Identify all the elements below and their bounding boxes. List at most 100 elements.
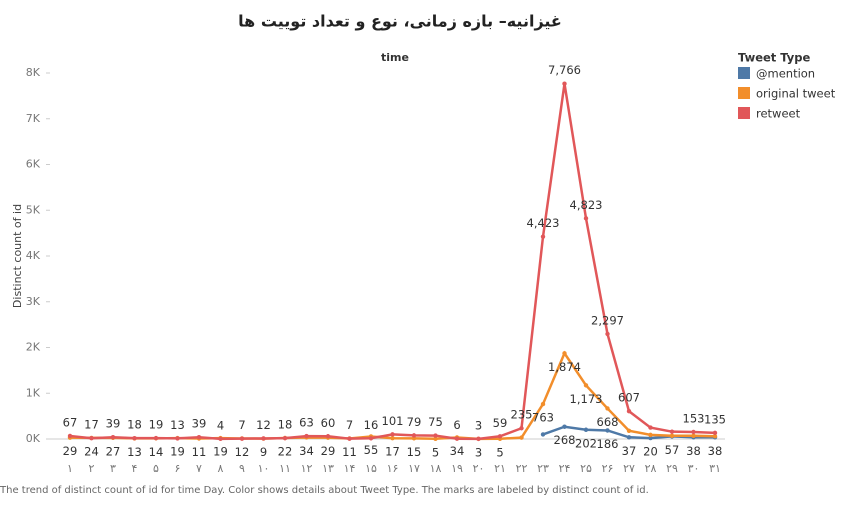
- data-label: 75: [428, 415, 443, 429]
- point: [540, 432, 546, 437]
- chart-title: غیزانیه– بازه زمانی، نوع و تعداد توییت ه…: [238, 12, 562, 31]
- x-axis-label: time: [381, 51, 409, 64]
- point: [347, 436, 352, 441]
- point: [67, 433, 73, 439]
- data-label: 4,423: [527, 216, 560, 230]
- point: [712, 430, 718, 436]
- point: [325, 434, 331, 439]
- data-label: 38: [708, 444, 723, 458]
- x-tick-label: ۱۸: [430, 462, 442, 475]
- y-axis-label: Distinct count of id: [11, 204, 24, 308]
- data-label: 17: [385, 445, 400, 459]
- data-label: 14: [149, 445, 164, 459]
- data-label: 13: [170, 418, 185, 432]
- point: [626, 435, 632, 440]
- data-label: 235: [511, 408, 533, 422]
- data-label: 17: [84, 418, 99, 432]
- point: [583, 427, 589, 432]
- data-label: 60: [321, 416, 336, 430]
- data-label: 3: [475, 445, 482, 459]
- data-label: 1,874: [548, 360, 581, 374]
- data-label: 9: [260, 445, 267, 459]
- x-tick-label: ۶: [175, 462, 181, 475]
- legend-title: Tweet Type: [738, 51, 811, 65]
- point: [583, 216, 589, 221]
- point: [583, 383, 589, 388]
- x-tick-label: ۱۲: [301, 462, 313, 475]
- y-tick-label: 0K: [26, 432, 41, 445]
- data-label: 3: [475, 418, 482, 432]
- point: [218, 436, 223, 442]
- x-tick-label: ۱: [67, 462, 73, 475]
- x-tick-label: ۲۸: [645, 462, 657, 475]
- data-label: 27: [106, 444, 121, 458]
- y-tick-label: 7K: [26, 112, 41, 125]
- data-label: 5: [432, 445, 439, 459]
- data-label: 19: [213, 445, 228, 459]
- legend-swatch: [738, 87, 750, 99]
- point: [626, 409, 632, 414]
- x-tick-label: ۸: [218, 462, 224, 475]
- data-label: 153: [683, 412, 705, 426]
- point: [626, 428, 632, 433]
- legend-label: retweet: [756, 107, 801, 121]
- x-tick-label: ۲۱: [494, 462, 506, 475]
- data-label: 38: [686, 444, 701, 458]
- x-tick-label: ۱۰: [258, 462, 270, 475]
- data-label: 11: [342, 445, 357, 459]
- caption-box: The trend of distinct count of id for ti…: [0, 485, 649, 496]
- data-label: 202: [575, 436, 597, 450]
- point: [712, 434, 718, 439]
- caption: The trend of distinct count of id for ti…: [0, 485, 649, 496]
- x-tick-label: ۱۴: [344, 462, 356, 475]
- point: [110, 435, 116, 440]
- data-label: 6: [453, 418, 460, 432]
- data-label: 24: [84, 444, 99, 458]
- y-tick-label: 3K: [26, 295, 41, 308]
- y-tick-label: 6K: [26, 158, 41, 171]
- point: [605, 406, 610, 411]
- point: [454, 436, 460, 441]
- point: [304, 433, 309, 439]
- data-label: 668: [597, 415, 619, 429]
- data-label: 11: [192, 445, 207, 459]
- x-tick-label: ۳۰: [688, 462, 700, 475]
- x-tick-label: ۱۷: [408, 462, 420, 475]
- point: [519, 435, 524, 440]
- point: [605, 428, 610, 433]
- x-tick-label: ۲۰: [473, 462, 485, 475]
- x-tick-label: ۵: [153, 462, 159, 475]
- x-tick-label: ۱۹: [451, 462, 463, 475]
- data-label: 13: [127, 445, 142, 459]
- data-label: 4,823: [570, 198, 603, 212]
- data-label: 2,297: [591, 313, 624, 327]
- point: [691, 433, 696, 438]
- point: [648, 432, 653, 438]
- data-label: 15: [407, 445, 422, 459]
- x-tick-label: ۳۱: [709, 462, 721, 475]
- data-label: 763: [532, 411, 554, 425]
- data-label: 135: [704, 412, 726, 426]
- x-tick-label: ۷: [196, 462, 202, 475]
- point: [261, 436, 266, 441]
- point: [175, 436, 180, 441]
- data-label: 29: [63, 444, 78, 458]
- data-label: 12: [256, 418, 271, 432]
- data-label: 63: [299, 416, 314, 430]
- data-label: 22: [278, 444, 293, 458]
- data-label: 39: [192, 417, 207, 431]
- y-tick-label: 2K: [26, 341, 41, 354]
- point: [196, 435, 202, 440]
- y-tick-label: 5K: [26, 203, 41, 216]
- x-tick-label: ۲۶: [602, 462, 614, 475]
- data-label: 5: [496, 445, 503, 459]
- x-tick-label: ۲۴: [559, 462, 571, 475]
- point: [390, 436, 395, 441]
- data-label: 16: [364, 418, 379, 432]
- point: [390, 432, 395, 437]
- point: [476, 436, 481, 442]
- point: [669, 433, 675, 438]
- legend-label: @mention: [756, 67, 815, 81]
- point: [132, 435, 137, 441]
